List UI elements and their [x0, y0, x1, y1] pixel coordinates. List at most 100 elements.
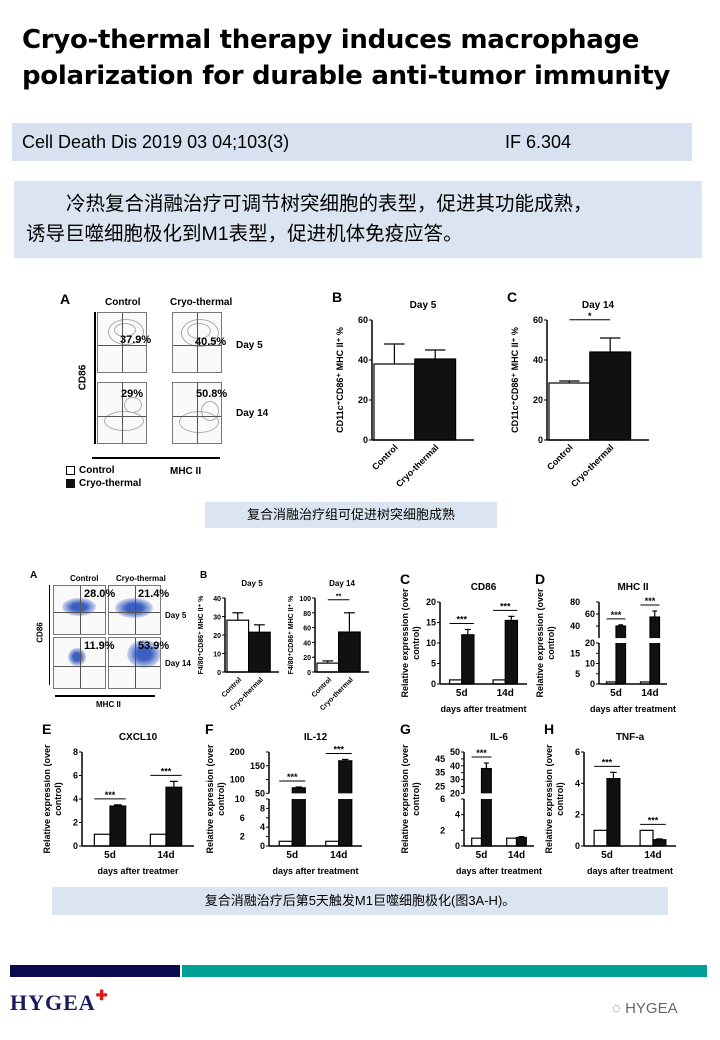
y-axis-label: Relative expression (over control): [42, 744, 63, 854]
y-tick-label: 100: [299, 596, 311, 603]
y-tick-label: 6: [73, 771, 78, 781]
axis-break-gap: [480, 793, 493, 799]
bar-cryo-thermal: [461, 634, 475, 685]
significance-label: ***: [456, 614, 467, 624]
chart-title: CXCL10: [119, 732, 158, 743]
y-tick-label: 2: [240, 832, 245, 842]
y-tick-label: 60: [533, 315, 543, 325]
significance-label: ***: [602, 757, 613, 767]
y-tick-label: 0: [73, 841, 78, 851]
chart-title: Day 5: [241, 579, 263, 588]
footer-bar-navy: [10, 965, 180, 977]
y-tick-label: 5: [431, 659, 436, 669]
y-tick-label: 40: [450, 761, 460, 771]
bar-cryo-thermal: [606, 778, 621, 847]
figure2-caption: 复合消融治疗后第5天触发M1巨噬细胞极化(图3A-H)。: [52, 887, 668, 915]
x-axis-label: days after treatment: [587, 866, 673, 876]
x-tick-label: 5d: [601, 850, 613, 861]
column-label: Cryo-thermal: [170, 297, 233, 308]
row-label: Day 5: [165, 611, 187, 620]
x-tick-label: 5d: [286, 850, 298, 861]
y-tick-label: 60: [358, 315, 368, 325]
flow-plot: [108, 585, 161, 635]
y-axis-label: F4/80⁺CD86⁺ MHC II⁺ %: [288, 595, 295, 675]
significance-label: ***: [105, 790, 116, 800]
y-tick-label: 20: [426, 597, 436, 607]
y-tick-label: 0: [431, 679, 436, 689]
legend-label: Cryo-thermal: [79, 478, 142, 489]
bar-cryo-thermal: [649, 616, 661, 685]
panel-letter: C: [507, 289, 517, 305]
y-tick-label: 60: [303, 626, 311, 633]
bar-control: [593, 829, 608, 847]
chart-mac-day14: Day 14 0 20 40 60 80 100 Control Cryo-thermal ** F…: [285, 572, 375, 712]
y-tick-label: 200: [230, 747, 245, 757]
y-tick-label: 20: [585, 638, 595, 648]
y-tick-label: 0: [538, 435, 543, 445]
axis-break-gap: [291, 793, 307, 799]
y-tick-label: 45: [435, 754, 445, 764]
y-axis-label: F4/80⁺CD86⁺ MHC II⁺ %: [198, 595, 205, 675]
x-tick-label: Cryo-thermal: [569, 442, 616, 489]
x-axis-label: days after treatment: [456, 866, 542, 876]
bar-cryo-thermal: [109, 805, 127, 847]
y-tick-label: 50: [450, 747, 460, 757]
y-tick-label: 2: [73, 818, 78, 828]
panel-letter: H: [544, 721, 554, 737]
chart-tnfa: H TNF-a 0 2 4 6 5d *** 14d *** days after treatmen…: [542, 721, 682, 880]
axis-line: [92, 457, 220, 459]
y-tick-label: 150: [250, 761, 265, 771]
column-label: Control: [105, 297, 141, 308]
bar-control: [316, 662, 340, 673]
y-tick-label: 10: [585, 659, 595, 669]
percentage-label: 50.8%: [196, 388, 228, 400]
chart-dc-day14: C Day 14 0 20 40 60 Control Cryo-thermal * CD11c⁺…: [505, 289, 655, 500]
bar-cryo-thermal: [504, 619, 519, 685]
y-tick-label: 6: [440, 794, 445, 804]
x-axis-label: MHC II: [170, 466, 202, 477]
y-axis-label: CD86: [77, 364, 89, 391]
percentage-label: 53.9%: [138, 640, 170, 652]
y-tick-label: 4: [575, 778, 580, 788]
significance-label: ***: [476, 748, 487, 758]
chart-title: CD86: [471, 582, 497, 593]
y-tick-label: 20: [358, 395, 368, 405]
y-tick-label: 20: [213, 633, 221, 640]
x-axis-label: days after treatment: [272, 866, 358, 876]
bar-control: [548, 382, 591, 441]
x-axis-label: days after treatment: [440, 704, 526, 714]
y-tick-label: 60: [585, 609, 595, 619]
chart-title: Day 14: [582, 300, 615, 311]
y-tick-label: 10: [426, 638, 436, 648]
summary-line-2: 诱导巨噬细胞极化到M1表型，促进机体免疫应答。: [26, 223, 463, 245]
bar-control: [639, 829, 654, 847]
y-tick-label: 80: [570, 597, 580, 607]
x-tick-label: 5d: [456, 688, 468, 699]
impact-factor: IF 6.304: [505, 132, 572, 152]
y-tick-label: 40: [358, 355, 368, 365]
hygea-logo: HYGEA✚: [10, 989, 109, 1015]
chart-cxcl10: E CXCL10 0 2 4 6 8 5d *** 14d *** days after treatm…: [40, 721, 200, 880]
y-tick-label: 4: [73, 794, 78, 804]
bar-cryo-thermal: [615, 625, 627, 685]
y-tick-label: 40: [533, 355, 543, 365]
significance-label: ***: [645, 596, 656, 606]
y-tick-label: 40: [213, 596, 221, 603]
row-label: Day 14: [165, 659, 191, 668]
x-tick-label: 14d: [508, 850, 525, 861]
y-tick-label: 0: [575, 841, 580, 851]
bar-cryo-thermal: [589, 351, 632, 441]
title-line-2: polarization for durable anti-tumor immu…: [22, 61, 671, 91]
y-tick-label: 0: [455, 841, 460, 851]
percentage-label: 29%: [121, 388, 144, 400]
x-tick-label: Control: [370, 442, 400, 472]
x-axis-label: MHC II: [96, 700, 121, 709]
y-tick-label: 50: [255, 788, 265, 798]
y-axis-label: Relative expression (over control): [535, 588, 556, 698]
chart-cd86: C CD86 0 5 10 15 20 5d *** 14d *** days after treat…: [398, 571, 533, 718]
chart-dc-day5: B Day 5 0 20 40 60 Control Cryo-thermal CD11c⁺CD…: [330, 289, 480, 500]
y-tick-label: 30: [213, 615, 221, 622]
summary-box: 冷热复合消融治疗可调节树突细胞的表型，促进其功能成熟， 诱导巨噬细胞极化到M1表…: [14, 181, 702, 258]
y-tick-label: 15: [426, 618, 436, 628]
bar-cryo-thermal: [338, 760, 353, 847]
